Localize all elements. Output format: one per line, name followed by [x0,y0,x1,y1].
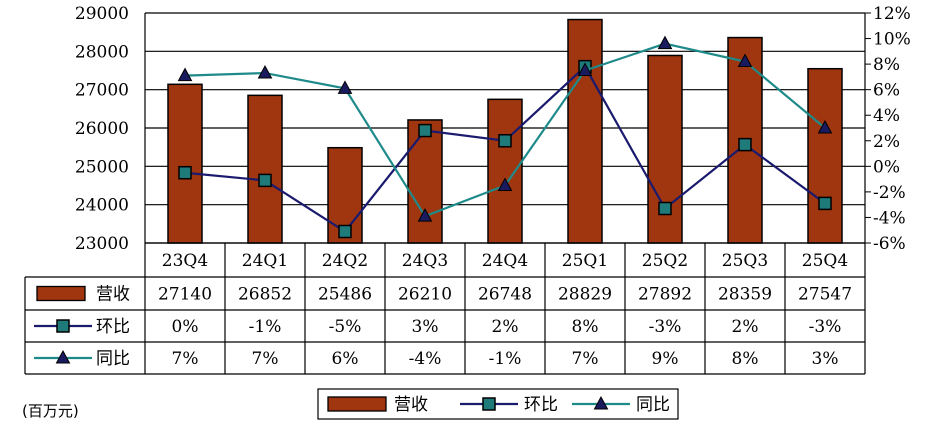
bar [407,119,443,244]
square-marker [418,123,432,138]
legend-key-bar [327,396,387,412]
category-label: 24Q1 [242,251,288,271]
data-label: 27140 [158,285,212,305]
y-right-tick-label: 12% [873,4,911,24]
legend-label: 环比 [524,395,558,415]
square-marker [498,134,512,148]
data-label: -3% [649,317,682,337]
category-label: 25Q1 [562,251,608,271]
data-label: 28359 [718,285,772,305]
square-marker [338,224,352,239]
y-right-tick-label: 2% [873,132,900,152]
category-label: 24Q2 [322,251,368,271]
axes: 23000 24000 25000 26000 27000 28000 29000 -6% -4… [75,4,911,254]
square-marker [258,173,272,188]
y-right-tick-label: 10% [873,30,911,50]
triangle-marker [257,65,273,79]
data-label: 6% [332,349,359,369]
category-label: 25Q3 [722,251,768,271]
data-label: 2% [492,317,519,337]
row-label: 同比 [96,349,130,369]
y-right-tick-label: 6% [873,81,900,101]
category-label: 25Q4 [802,251,848,271]
row-label: 营收 [96,285,130,305]
category-label: 24Q4 [482,251,528,271]
data-label: 25486 [318,285,372,305]
data-label: -1% [489,349,522,369]
data-label: 27547 [798,285,852,305]
category-label: 23Q4 [162,251,208,271]
legend-key-triangle-marker [593,395,609,410]
data-label: 2% [732,317,759,337]
unit-note: (百万元) [22,402,79,420]
data-label: -3% [809,317,842,337]
triangle-marker [337,80,353,94]
data-label: 7% [252,349,279,369]
triangle-marker [817,119,833,134]
bar [487,98,523,244]
triangle-marker [737,53,753,68]
y-left-tick-label: 27000 [75,81,129,101]
y-right-tick-label: -6% [873,234,906,254]
data-label: 26210 [398,285,452,305]
bar [807,67,843,244]
triangle-marker [657,35,673,50]
y-right-tick-label: -4% [873,208,906,228]
triangle-marker [577,62,593,76]
data-label: 3% [812,349,839,369]
category-label: 25Q2 [642,251,688,271]
y-left-tick-label: 28000 [75,42,129,62]
data-label: 9% [652,349,679,369]
data-label: -1% [249,317,282,337]
line-series [177,35,833,239]
data-label: -5% [329,317,362,337]
bar [247,94,283,244]
data-label: 0% [172,317,199,337]
data-table: 23Q4 24Q1 24Q2 24Q3 24Q4 25Q1 25Q2 25Q3 25Q4 营收 27… [24,242,866,375]
data-label: 7% [572,349,599,369]
legend-label: 营收 [394,395,428,415]
y-left-tick-label: 29000 [75,4,129,24]
data-label: 8% [572,317,599,337]
data-label: 28829 [558,285,612,305]
legend: 营收 环比 同比 [317,388,679,420]
triangle-marker [177,67,193,82]
y-right-tick-label: 8% [873,55,900,75]
bar [167,83,203,244]
y-right-tick-label: 4% [873,106,900,126]
table-key-bar [36,285,86,302]
table-key-triangle-marker [55,349,71,364]
table-key-square-marker [56,319,70,333]
y-left-tick-label: 26000 [75,119,129,139]
bar-series [167,18,843,244]
y-right-tick-label: 0% [873,157,900,177]
data-label: 27892 [638,285,692,305]
legend-label: 同比 [636,395,670,415]
row-label: 环比 [96,317,130,337]
category-label: 24Q3 [402,251,448,271]
square-marker [178,165,192,180]
data-label: 8% [732,349,759,369]
square-marker [738,137,752,152]
triangle-marker [497,177,513,191]
data-label: -4% [409,349,442,369]
triangle-marker [417,208,433,222]
data-label: 26852 [238,285,292,305]
data-label: 26748 [478,285,532,305]
square-marker [658,201,672,216]
y-left-tick-label: 25000 [75,157,129,177]
y-left-tick-label: 23000 [75,234,129,254]
legend-key-square-marker [482,397,496,411]
bar [567,18,603,244]
square-marker [818,196,832,211]
y-right-tick-label: -2% [873,183,906,203]
data-label: 7% [172,349,199,369]
y-left-tick-label: 24000 [75,196,129,216]
data-label: 3% [412,317,439,337]
